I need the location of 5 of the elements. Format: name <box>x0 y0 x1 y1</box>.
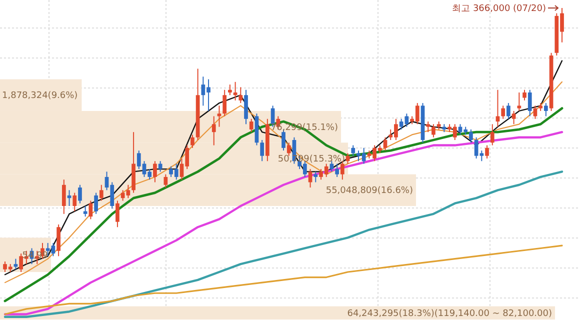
band-label: 55,048,809(16.6%) <box>326 186 413 196</box>
band-label: 54,99 <box>22 250 48 261</box>
annotation: 최고 366,000 (07/20) <box>452 4 546 14</box>
band-label: 64,243,295(18.3%)(119,140.00 ~ 82,100.00) <box>347 308 552 319</box>
band-label: 1,878,324(9.6%) <box>2 91 78 102</box>
